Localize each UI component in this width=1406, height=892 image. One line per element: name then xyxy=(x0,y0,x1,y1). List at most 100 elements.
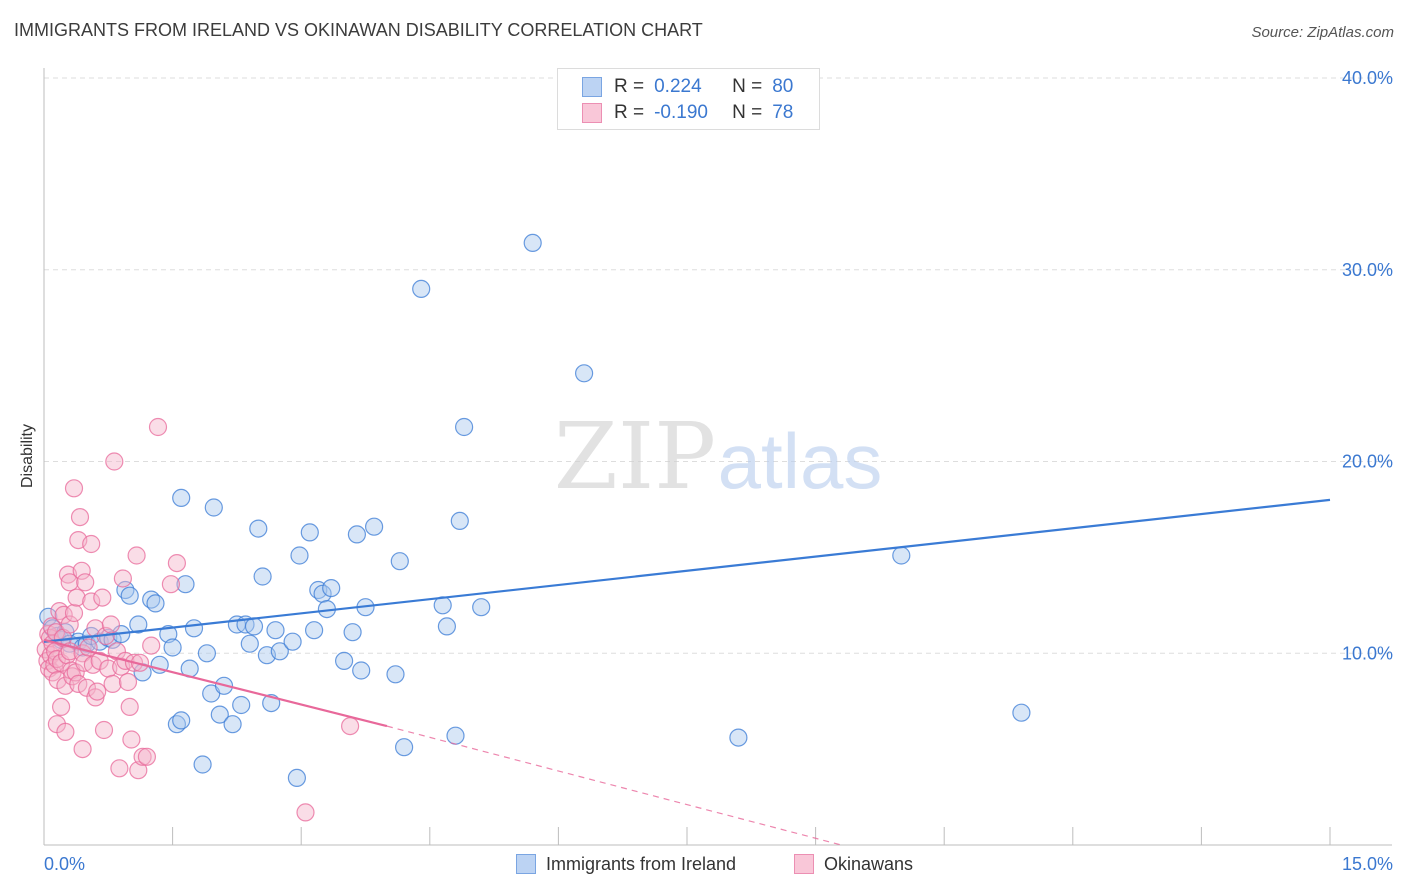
data-point-ireland xyxy=(129,615,148,634)
watermark: ZIP atlas xyxy=(554,403,882,510)
legend-swatch-pink xyxy=(582,103,602,123)
data-point-ireland xyxy=(266,621,285,640)
data-point-okinawans xyxy=(67,588,86,607)
data-point-okinawans xyxy=(76,573,95,592)
data-point-ireland xyxy=(322,578,341,598)
legend-row-ireland: R = 0.224 N = 80 xyxy=(582,76,793,98)
data-point-okinawans xyxy=(82,534,101,554)
data-point-ireland xyxy=(270,642,289,661)
data-point-ireland xyxy=(523,233,542,252)
data-point-ireland xyxy=(455,417,474,437)
data-point-ireland xyxy=(184,619,204,638)
data-point-okinawans xyxy=(167,553,186,573)
data-point-ireland xyxy=(347,525,366,544)
watermark-zip: ZIP xyxy=(554,403,716,510)
trend-line-okinawans-extension xyxy=(386,725,842,846)
data-point-okinawans xyxy=(122,730,141,749)
data-point-ireland xyxy=(305,621,324,640)
data-point-okinawans xyxy=(56,722,75,742)
y-tick-label: 20.0% xyxy=(1342,452,1393,472)
data-point-okinawans xyxy=(113,569,133,588)
data-point-ireland xyxy=(365,517,384,536)
bottom-legend-label: Immigrants from Ireland xyxy=(546,853,737,874)
x-tick-label-max: 15.0% xyxy=(1342,854,1393,874)
x-tick-label-min: 0.0% xyxy=(44,854,85,874)
bottom-legend-swatch-pink xyxy=(794,854,814,874)
data-point-ireland xyxy=(892,546,911,565)
data-point-ireland xyxy=(249,519,268,538)
legend-r-value: 0.224 xyxy=(654,76,702,97)
legend-r-value: -0.190 xyxy=(654,102,708,123)
tick-labels: 10.0% 20.0% 30.0% 40.0% 0.0% 15.0% xyxy=(44,68,1393,874)
legend-n-value: 78 xyxy=(772,102,794,123)
bottom-legend-okinawans: Okinawans xyxy=(794,852,913,876)
data-point-ireland xyxy=(437,617,456,636)
trend-lines xyxy=(43,498,1331,846)
data-point-ireland xyxy=(574,364,594,383)
legend-row-okinawans: R = -0.190 N = 78 xyxy=(582,102,793,124)
data-point-okinawans xyxy=(142,636,161,655)
data-point-okinawans xyxy=(93,588,112,607)
data-point-okinawans xyxy=(82,592,101,611)
data-point-ireland xyxy=(244,617,264,636)
data-point-ireland xyxy=(290,546,309,565)
data-point-ireland xyxy=(395,738,414,757)
data-point-ireland xyxy=(386,665,405,684)
data-point-okinawans xyxy=(51,697,71,717)
data-point-ireland xyxy=(172,711,191,730)
trend-line-ireland xyxy=(43,498,1331,643)
data-point-okinawans xyxy=(118,672,138,692)
data-point-okinawans xyxy=(341,716,360,736)
legend-swatch-blue xyxy=(582,77,602,97)
chart-title: IMMIGRANTS FROM IRELAND VS OKINAWAN DISA… xyxy=(14,20,703,40)
data-point-ireland xyxy=(232,695,251,715)
data-point-okinawans xyxy=(58,565,78,584)
trend-line-okinawans xyxy=(43,638,388,728)
data-point-ireland xyxy=(390,552,409,571)
data-point-okinawans xyxy=(60,573,79,592)
y-tick-label: 40.0% xyxy=(1342,68,1393,88)
data-point-ireland xyxy=(335,651,354,671)
data-point-ireland xyxy=(352,661,371,680)
watermark-atlas: atlas xyxy=(718,417,883,505)
data-point-ireland xyxy=(412,279,431,298)
data-point-okinawans xyxy=(296,803,315,822)
data-point-okinawans xyxy=(133,747,152,766)
data-point-ireland xyxy=(197,644,216,663)
y-tick-label: 30.0% xyxy=(1342,260,1393,280)
data-point-okinawans xyxy=(60,615,79,634)
data-point-okinawans xyxy=(110,759,129,778)
data-point-ireland xyxy=(223,715,242,734)
data-point-ireland xyxy=(343,623,362,642)
data-point-ireland xyxy=(240,634,259,653)
data-point-okinawans xyxy=(101,615,121,634)
data-point-okinawans xyxy=(64,479,84,498)
data-point-ireland xyxy=(210,705,229,724)
data-point-ireland xyxy=(1012,703,1031,722)
data-point-okinawans xyxy=(64,603,84,623)
data-point-ireland xyxy=(287,768,306,788)
bottom-legend-ireland: Immigrants from Ireland xyxy=(516,852,736,876)
legend-n-label: N = xyxy=(732,102,763,123)
data-point-ireland xyxy=(159,624,178,644)
data-point-ireland xyxy=(300,523,319,542)
bottom-legend-label: Okinawans xyxy=(824,853,914,874)
data-point-ireland xyxy=(120,586,139,605)
data-points xyxy=(36,233,1031,822)
data-point-ireland xyxy=(163,638,182,657)
data-point-okinawans xyxy=(88,682,107,701)
data-point-okinawans xyxy=(161,575,180,594)
correlation-legend: R = 0.224 N = 80 R = -0.190 N = 78 xyxy=(557,68,820,130)
source-label: Source: ZipAtlas.com xyxy=(1251,24,1394,41)
axes xyxy=(43,68,1392,846)
data-point-ireland xyxy=(729,728,748,747)
data-point-okinawans xyxy=(105,452,124,471)
data-point-ireland xyxy=(176,575,195,594)
data-point-okinawans xyxy=(69,674,88,694)
data-point-okinawans xyxy=(72,561,91,580)
data-point-ireland xyxy=(446,726,465,745)
data-point-okinawans xyxy=(148,417,168,437)
legend-r-label: R = xyxy=(614,76,645,97)
data-point-okinawans xyxy=(137,747,156,766)
